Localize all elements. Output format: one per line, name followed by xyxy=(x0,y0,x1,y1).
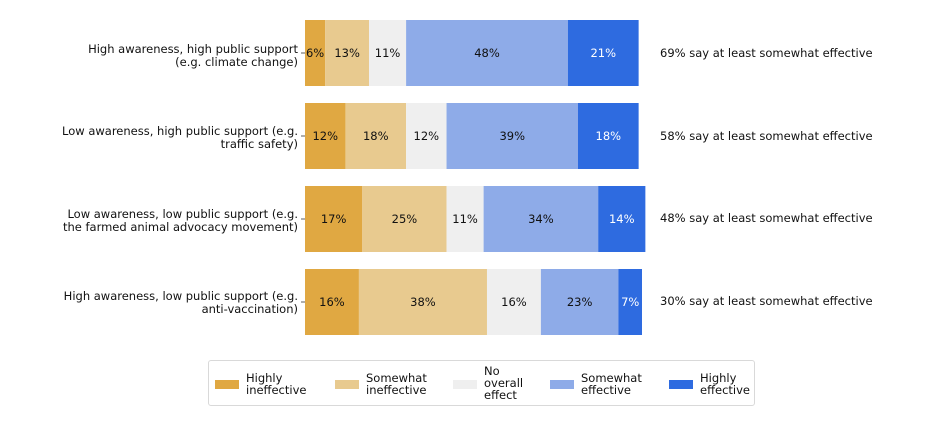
bar-segment xyxy=(598,186,646,252)
category-label-line: (e.g. climate change) xyxy=(175,55,298,69)
bar-segment xyxy=(618,269,642,335)
category-label-0: High awareness, high public support (e.g… xyxy=(88,43,298,69)
bar-data-label: 38% xyxy=(410,295,436,309)
legend-label: Somewhat effective xyxy=(581,371,642,397)
legend-swatch xyxy=(669,380,693,389)
bar-data-label: 7% xyxy=(621,295,639,309)
bar-segment xyxy=(369,20,407,86)
bar-segment xyxy=(540,269,619,335)
bar-segment xyxy=(305,20,326,86)
bar-data-label: 18% xyxy=(363,129,389,143)
bar-segment xyxy=(362,186,447,252)
legend-label: Somewhat ineffective xyxy=(366,371,427,397)
chart-legend: Highly ineffective Somewhat ineffective … xyxy=(208,360,755,406)
legend-swatch xyxy=(215,380,239,389)
bar-data-label: 16% xyxy=(501,295,527,309)
bar-data-label: 13% xyxy=(334,46,360,60)
bar-data-label: 34% xyxy=(528,212,554,226)
bar-data-label: 14% xyxy=(609,212,635,226)
effectiveness-annotation: 58% say at least somewhat effective xyxy=(660,129,873,143)
bar-data-label: 18% xyxy=(596,129,622,143)
bar-segment xyxy=(406,103,447,169)
bar-data-label: 12% xyxy=(414,129,440,143)
bar-data-label: 23% xyxy=(567,295,593,309)
bar-data-label: 6% xyxy=(306,46,324,60)
legend-label: Highly effective xyxy=(700,371,750,397)
bar-segment xyxy=(406,20,568,86)
bar-segment xyxy=(345,103,407,169)
category-label-1: Low awareness, high public support (e.g.… xyxy=(62,125,298,151)
bar-segment xyxy=(305,186,363,252)
category-label-line: traffic safety) xyxy=(220,137,298,151)
category-label-line: the farmed animal advocacy movement) xyxy=(62,220,298,234)
category-label-line: High awareness, high public support xyxy=(88,42,298,56)
category-label-3: High awareness, low public support (e.g.… xyxy=(64,290,298,316)
bar-segment xyxy=(577,103,639,169)
category-label-line: High awareness, low public support (e.g. xyxy=(63,289,298,303)
bar-data-label: 16% xyxy=(319,295,345,309)
legend-swatch xyxy=(550,380,574,389)
bar-data-label: 12% xyxy=(312,129,338,143)
legend-label: No overall effect xyxy=(484,364,524,402)
bar-segment xyxy=(567,20,639,86)
bar-segment xyxy=(358,269,487,335)
bar-segment xyxy=(446,103,578,169)
effectiveness-annotation: 48% say at least somewhat effective xyxy=(660,211,873,225)
category-label-line: Low awareness, high public support (e.g. xyxy=(62,124,298,138)
category-label-line: anti-vaccination) xyxy=(201,302,298,316)
legend-swatch xyxy=(335,380,359,389)
bar-data-label: 17% xyxy=(321,212,347,226)
bar-segment xyxy=(325,20,370,86)
bar-data-label: 21% xyxy=(590,46,616,60)
bar-segment xyxy=(483,186,599,252)
bar-segment xyxy=(446,186,484,252)
bar-segment xyxy=(305,269,359,335)
bar-data-label: 11% xyxy=(452,212,478,226)
bar-segment xyxy=(305,103,346,169)
bar-data-label: 39% xyxy=(499,129,525,143)
effectiveness-annotation: 69% say at least somewhat effective xyxy=(660,46,873,60)
bar-segment xyxy=(486,269,541,335)
effectiveness-annotation: 30% say at least somewhat effective xyxy=(660,294,873,308)
bar-data-label: 25% xyxy=(392,212,418,226)
category-label-2: Low awareness, low public support (e.g. … xyxy=(63,208,298,234)
legend-swatch xyxy=(453,380,477,389)
category-label-line: Low awareness, low public support (e.g. xyxy=(67,207,298,221)
bar-data-label: 48% xyxy=(474,46,500,60)
bar-data-label: 11% xyxy=(375,46,401,60)
legend-label: Highly ineffective xyxy=(246,371,307,397)
